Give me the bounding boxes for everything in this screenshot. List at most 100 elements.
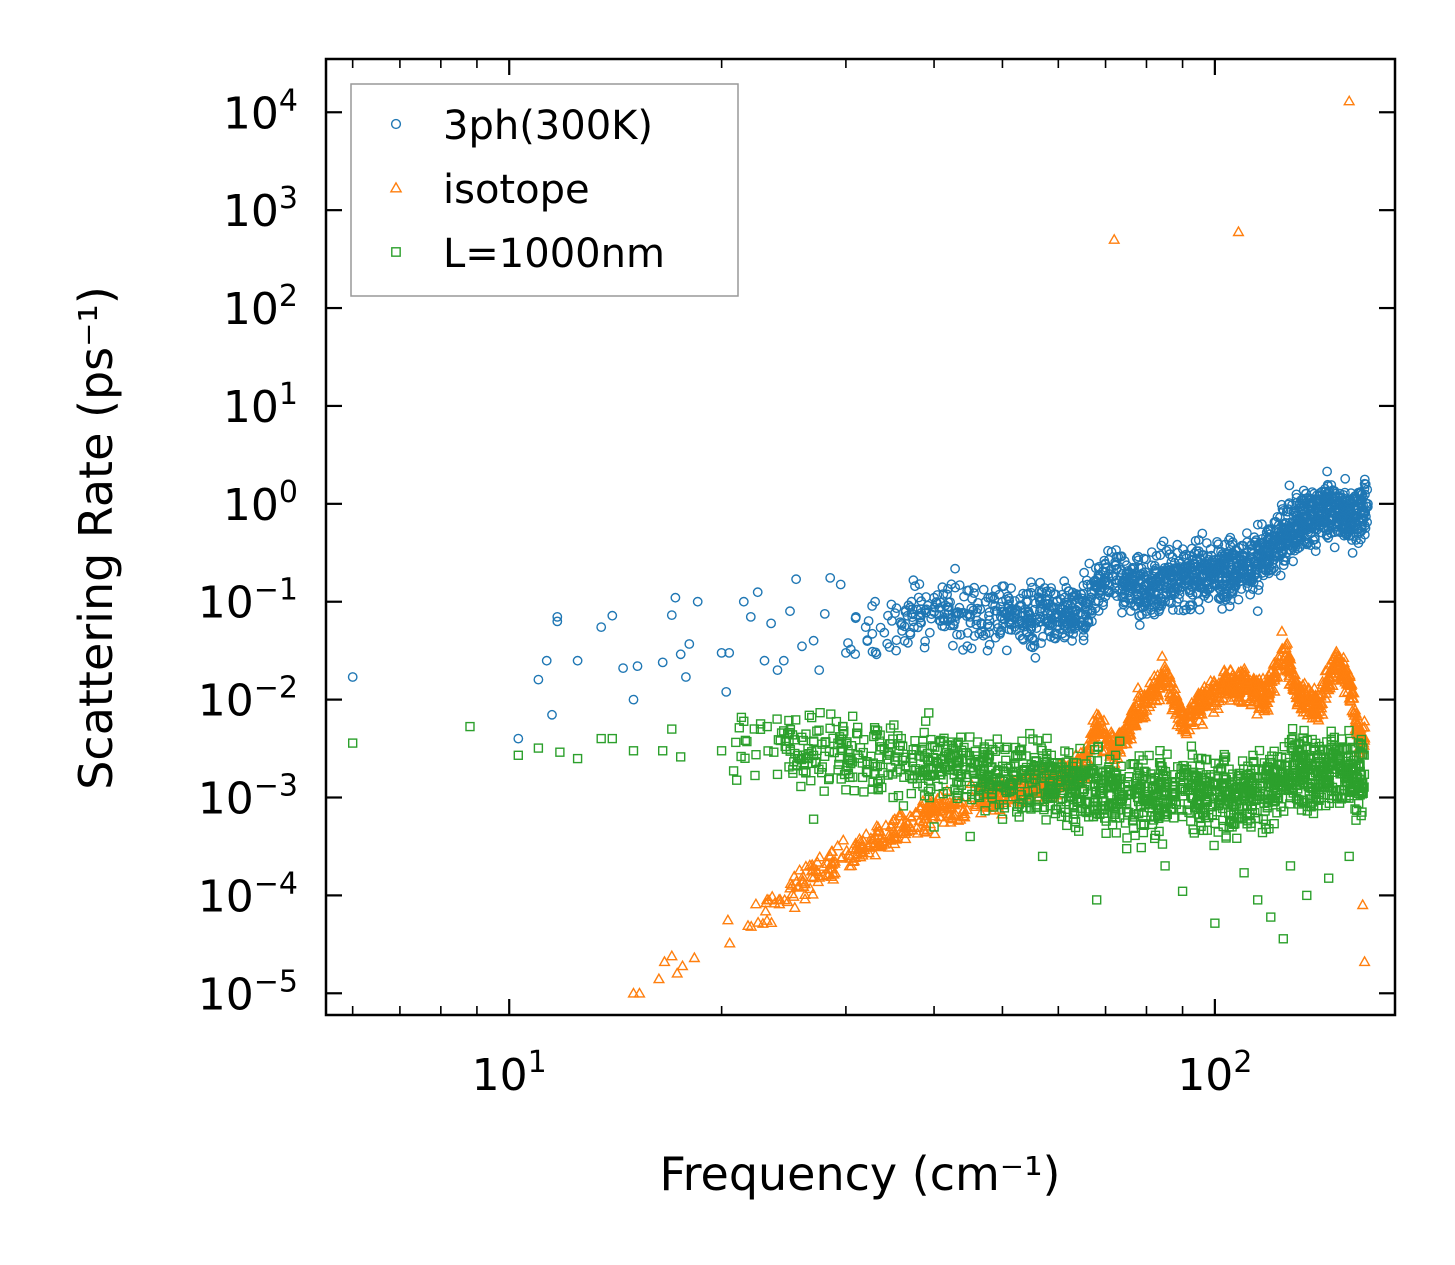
data-point	[891, 635, 902, 646]
data-point	[1083, 615, 1094, 625]
data-point	[1261, 675, 1274, 687]
data-point	[920, 752, 930, 762]
data-point	[941, 802, 954, 813]
data-point	[860, 828, 873, 839]
data-point	[909, 622, 919, 633]
data-point	[845, 772, 855, 783]
data-point	[1284, 660, 1297, 672]
data-point	[1134, 570, 1145, 581]
data-point	[1016, 750, 1027, 760]
data-point	[1299, 725, 1309, 736]
data-point	[1349, 500, 1360, 511]
data-point	[993, 765, 1003, 775]
data-point	[1169, 813, 1179, 823]
data-point	[1140, 598, 1151, 608]
data-point	[1298, 485, 1309, 496]
data-point	[1172, 574, 1182, 585]
data-point	[749, 897, 762, 909]
data-point	[1067, 635, 1078, 646]
data-point	[1253, 544, 1264, 555]
data-point	[1053, 612, 1064, 622]
y-tick-label: 100	[223, 475, 298, 531]
data-point	[806, 888, 819, 899]
data-point	[944, 811, 957, 823]
data-point	[1060, 631, 1071, 641]
plot-frame	[324, 57, 1397, 1017]
data-point	[807, 712, 817, 723]
data-point	[721, 687, 732, 697]
data-point	[1356, 526, 1366, 537]
data-point	[1036, 587, 1047, 597]
data-point	[1081, 798, 1091, 808]
data-point	[1027, 642, 1038, 653]
data-point	[793, 863, 806, 875]
data-point	[1267, 658, 1280, 669]
data-point	[984, 615, 995, 626]
data-point	[1166, 598, 1176, 609]
data-point	[1246, 539, 1257, 550]
data-point	[1201, 773, 1211, 783]
data-point	[1338, 686, 1351, 698]
y-tick-label: 103	[223, 181, 298, 237]
data-point	[884, 748, 894, 758]
data-point	[919, 727, 929, 738]
data-point	[1149, 580, 1159, 591]
data-point	[948, 640, 958, 651]
data-point	[926, 609, 937, 620]
data-point	[863, 616, 874, 626]
data-point	[1127, 709, 1140, 721]
series-3ph(300K)	[347, 466, 1373, 744]
data-point	[1218, 755, 1229, 765]
data-point	[628, 694, 639, 705]
data-point	[896, 821, 910, 832]
data-point	[1227, 822, 1237, 832]
data-point	[1111, 769, 1122, 779]
data-point	[1131, 553, 1142, 564]
data-point	[759, 904, 772, 916]
data-point	[901, 761, 911, 772]
data-point	[751, 750, 761, 760]
data-point	[1089, 720, 1103, 731]
data-point	[1001, 785, 1011, 796]
data-point	[1163, 686, 1176, 698]
data-point	[1193, 714, 1206, 726]
data-point	[820, 751, 830, 761]
data-point	[955, 629, 966, 640]
data-point	[1064, 775, 1074, 786]
x-tick-label: 102	[1177, 1045, 1252, 1101]
data-point	[732, 775, 742, 785]
data-point	[805, 870, 818, 881]
data-point	[1078, 635, 1089, 646]
data-point	[1078, 580, 1089, 591]
data-point	[991, 777, 1001, 787]
data-point	[1034, 796, 1044, 806]
data-point	[752, 916, 765, 927]
data-point	[572, 753, 583, 764]
data-point	[1350, 804, 1360, 814]
data-point	[1284, 770, 1294, 780]
data-point	[1133, 555, 1144, 566]
data-point	[1052, 758, 1062, 768]
data-point	[1207, 699, 1220, 710]
data-point	[675, 649, 686, 660]
data-point	[875, 839, 888, 850]
data-point	[1163, 671, 1176, 682]
data-point	[1350, 491, 1360, 501]
data-point	[1151, 599, 1162, 610]
data-point	[749, 724, 759, 734]
data-point	[1136, 711, 1149, 723]
data-point	[796, 870, 810, 881]
data-point	[1129, 810, 1139, 820]
data-point	[1164, 675, 1177, 686]
data-point	[784, 715, 794, 726]
data-point	[1150, 797, 1160, 807]
data-point	[1269, 797, 1280, 807]
data-point	[1252, 519, 1263, 530]
data-point	[1138, 755, 1148, 765]
data-point	[1354, 515, 1365, 526]
data-point	[1301, 708, 1314, 720]
data-point	[1334, 520, 1345, 531]
data-point	[1014, 812, 1024, 822]
data-point	[1221, 831, 1231, 841]
data-point	[1335, 491, 1346, 502]
